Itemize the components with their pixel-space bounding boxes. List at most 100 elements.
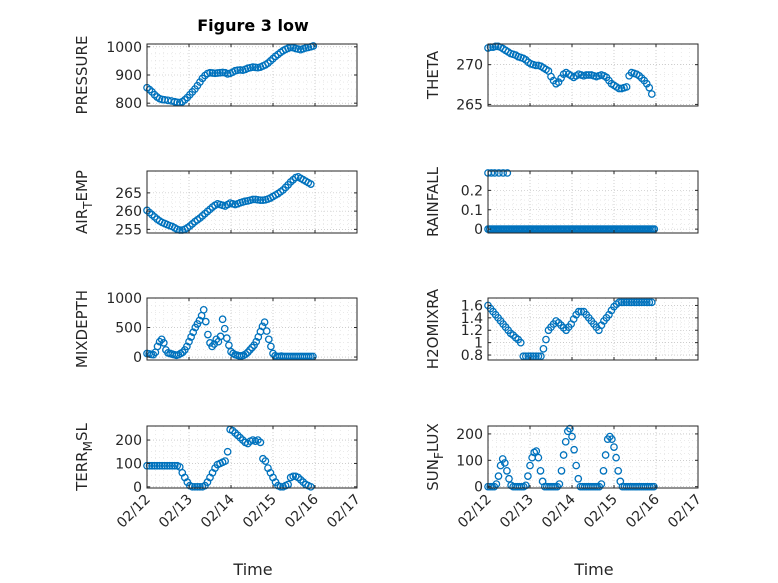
data-point xyxy=(630,298,639,307)
x-axis-label-right: Time xyxy=(573,560,613,579)
y-tick-label: 260 xyxy=(115,204,142,220)
data-point xyxy=(145,461,154,470)
x-tick-label: 02/17 xyxy=(324,492,364,532)
y-axis-label: RAINFALL xyxy=(424,166,442,237)
data-point xyxy=(160,461,169,470)
y-tick-label: 1000 xyxy=(106,40,142,56)
data-point xyxy=(615,84,623,93)
data-point xyxy=(193,482,202,491)
axes-box xyxy=(487,297,699,361)
data-point xyxy=(158,461,166,470)
x-axis-label-left: Time xyxy=(232,560,272,579)
x-tick-label: 02/14 xyxy=(539,491,579,531)
data-point xyxy=(498,455,507,463)
data-series xyxy=(484,42,656,98)
data-point xyxy=(521,481,530,490)
data-point xyxy=(309,42,318,50)
x-tick-label: 02/14 xyxy=(198,491,238,531)
data-point xyxy=(187,333,195,341)
data-point xyxy=(635,298,644,307)
data-point xyxy=(185,337,193,346)
data-point xyxy=(612,453,620,462)
y-axis-label: TERRMSL xyxy=(73,422,95,491)
data-point xyxy=(534,453,543,462)
data-point xyxy=(196,482,204,491)
data-point xyxy=(208,69,217,77)
data-series xyxy=(143,0,316,234)
data-point xyxy=(500,459,509,467)
data-point xyxy=(189,328,198,337)
data-point xyxy=(582,71,591,79)
data-point xyxy=(225,341,233,350)
y-tick-label: 500 xyxy=(115,321,142,337)
data-point xyxy=(243,348,252,357)
data-point xyxy=(241,350,250,358)
data-point xyxy=(570,445,578,454)
data-point xyxy=(534,352,543,361)
x-tick-label: 02/13 xyxy=(497,492,537,532)
data-point xyxy=(539,344,548,353)
data-point xyxy=(557,466,566,475)
x-tick-label: 02/13 xyxy=(156,492,196,532)
data-point xyxy=(178,348,187,357)
data-point xyxy=(645,298,654,307)
data-point xyxy=(191,482,199,491)
data-point xyxy=(213,69,222,77)
data-point xyxy=(584,71,593,79)
y-tick-label: 1.4 xyxy=(461,311,483,327)
data-point xyxy=(503,466,511,475)
data-point xyxy=(524,352,533,361)
data-point xyxy=(555,480,564,488)
data-point xyxy=(529,352,538,361)
y-tick-label: 0 xyxy=(133,480,142,496)
y-axis-label: PRESSURE xyxy=(73,36,91,115)
data-point xyxy=(532,447,541,455)
x-tick-label: 02/17 xyxy=(665,492,705,532)
data-point xyxy=(499,169,507,177)
data-point xyxy=(566,424,574,433)
data-point xyxy=(310,0,316,3)
data-point xyxy=(521,352,530,361)
data-point xyxy=(490,169,499,177)
y-axis-label: THETA xyxy=(424,50,442,100)
data-point xyxy=(597,480,606,488)
data-point xyxy=(155,337,164,346)
data-point xyxy=(632,298,641,307)
data-point xyxy=(492,480,501,488)
panel-sun-flux: 0 100 200 02/12 02/13 02/14 02/15 02/16 02/17 SUN… xyxy=(424,423,705,531)
data-point xyxy=(236,66,245,74)
data-point xyxy=(222,334,231,342)
figure-title: Figure 3 low xyxy=(197,16,309,35)
x-tick-label: 02/16 xyxy=(623,491,663,531)
data-series xyxy=(484,298,656,361)
data-point xyxy=(256,438,265,447)
data-point xyxy=(615,298,623,307)
panel-rainfall: 0 0.1 0.2 RAINFALL xyxy=(424,166,699,238)
data-point xyxy=(204,330,212,339)
y-tick-label: 265 xyxy=(456,97,483,113)
panel-h2omixra: 0.811.21.41.6 H2OMIXRA xyxy=(424,288,699,369)
data-point xyxy=(206,68,214,77)
data-point xyxy=(519,352,528,361)
data-point xyxy=(153,461,161,470)
panel-theta: 265 270 THETA xyxy=(424,42,699,113)
axes-box xyxy=(487,43,699,107)
data-point xyxy=(153,342,162,351)
data-point xyxy=(248,195,257,204)
data-point xyxy=(622,83,631,91)
data-point xyxy=(642,298,651,307)
data-point xyxy=(647,298,656,307)
axes-box xyxy=(146,297,358,361)
y-tick-label: 0.8 xyxy=(461,348,483,364)
data-point xyxy=(625,298,633,307)
data-point xyxy=(252,337,261,346)
data-point xyxy=(537,352,545,361)
x-tick-label: 02/12 xyxy=(455,492,495,532)
data-point xyxy=(617,298,626,307)
data-point xyxy=(645,83,654,92)
data-point xyxy=(159,339,168,347)
y-tick-label: 270 xyxy=(456,58,483,74)
data-point xyxy=(165,461,174,470)
y-axis-label: H2OMIXRA xyxy=(424,288,442,369)
